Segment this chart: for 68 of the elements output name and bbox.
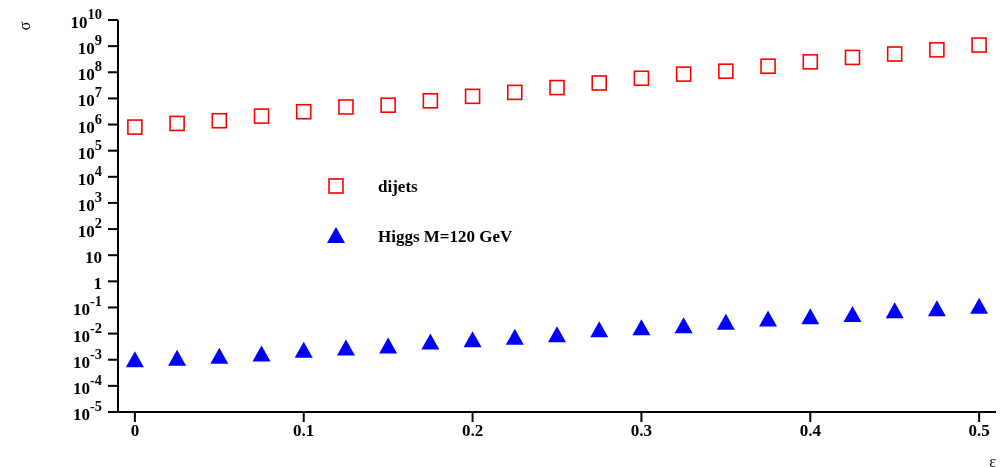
legend-label: Higgs M=120 GeV	[378, 227, 514, 246]
point	[422, 92, 439, 109]
point	[549, 79, 565, 96]
point	[970, 297, 989, 314]
point	[168, 349, 187, 366]
y-tick-label: 10$^{-4}$	[72, 371, 102, 398]
point	[590, 321, 609, 338]
y-tick-label: 1	[93, 274, 102, 294]
point	[802, 54, 819, 70]
point	[548, 326, 566, 343]
y-tick-label: 10$^{4}$	[77, 162, 102, 189]
point	[718, 63, 734, 79]
y-tick-label: 10$^{5}$	[77, 136, 102, 163]
point	[252, 345, 271, 362]
point	[505, 328, 524, 345]
point	[886, 46, 903, 62]
y-tick-label: 10$^{6}$	[77, 110, 102, 137]
point	[380, 97, 396, 113]
point	[421, 333, 440, 350]
point	[210, 347, 229, 364]
point	[929, 42, 945, 58]
point	[253, 108, 270, 124]
x-tick-label: 0.2	[461, 421, 484, 441]
x-tick-label: 0.5	[968, 421, 990, 441]
point	[295, 103, 312, 120]
y-tick-label: 10$^{2}$	[77, 214, 102, 242]
point	[843, 306, 862, 323]
y-tick-label: 10$^{10}$	[70, 5, 102, 32]
y-tick-label: 10	[85, 248, 102, 268]
x-tick-label: 0.3	[630, 421, 653, 441]
point	[801, 308, 820, 325]
point	[125, 351, 144, 368]
point	[633, 70, 650, 87]
y-tick-label: 10$^{-3}$	[72, 345, 102, 372]
y-tick-label: 10$^{-5}$	[72, 397, 102, 424]
point	[844, 49, 861, 66]
y-tick-label: 10$^{7}$	[77, 84, 102, 111]
point	[294, 341, 313, 358]
point	[674, 317, 693, 334]
y-tick-label: 10$^{-2}$	[72, 319, 102, 346]
y-axis-title: σ	[16, 21, 33, 31]
y-tick-label: 10$^{3}$	[77, 188, 102, 215]
y-tick-label: 10$^{8}$	[77, 58, 102, 85]
point	[379, 337, 398, 354]
point	[591, 75, 608, 91]
y-tick-label: 10$^{9}$	[77, 32, 102, 59]
point	[759, 310, 778, 327]
point	[760, 58, 776, 75]
point	[506, 84, 523, 101]
point	[716, 313, 735, 330]
point	[169, 115, 185, 132]
point	[632, 319, 651, 336]
point	[885, 302, 904, 319]
legend-label: dijets	[378, 177, 419, 196]
x-tick-label: 0	[130, 421, 140, 441]
point	[927, 300, 946, 317]
point	[338, 99, 354, 115]
point	[211, 112, 228, 129]
point	[127, 119, 143, 135]
point	[463, 331, 482, 348]
x-axis-title: ε	[989, 453, 997, 467]
point	[971, 37, 987, 53]
x-tick-label: 0.4	[799, 421, 822, 441]
point	[464, 88, 481, 105]
y-tick-label: 10$^{-1}$	[72, 293, 102, 320]
x-tick-label: 0.1	[293, 421, 315, 441]
point	[675, 66, 692, 82]
point	[336, 339, 355, 356]
